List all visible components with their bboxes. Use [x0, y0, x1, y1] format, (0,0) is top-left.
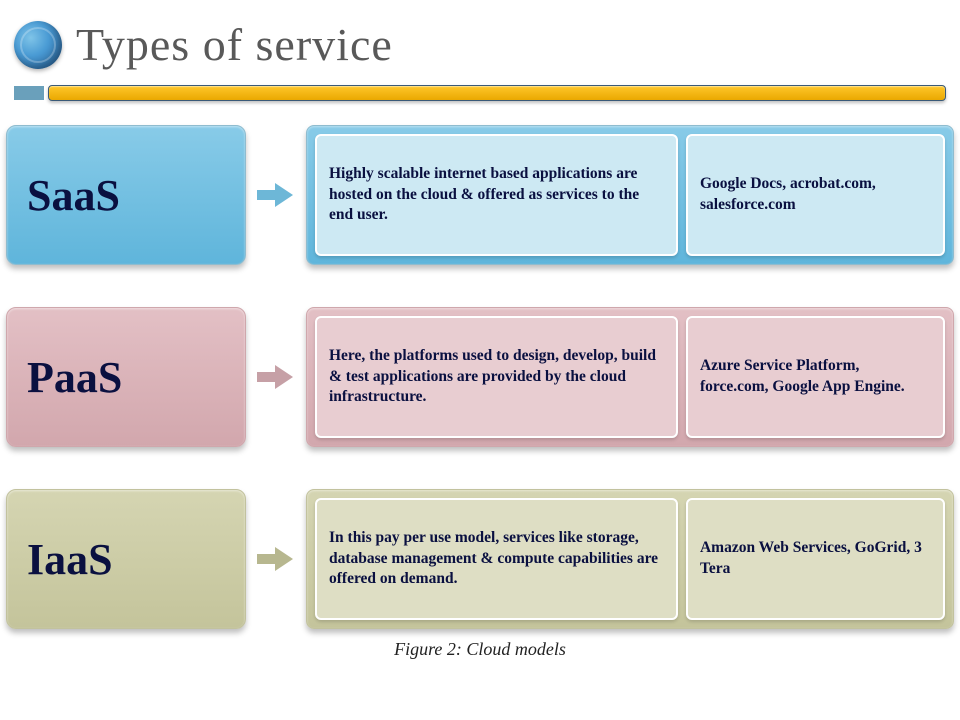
- label-text-paas: PaaS: [27, 352, 122, 403]
- desc-box-saas: Highly scalable internet based applicati…: [306, 125, 954, 265]
- label-text-saas: SaaS: [27, 170, 120, 221]
- arrow-head-icon: [275, 183, 293, 207]
- desc-box-iaas: In this pay per use model, services like…: [306, 489, 954, 629]
- label-text-iaas: IaaS: [27, 534, 113, 585]
- service-row-iaas: IaaS In this pay per use model, services…: [6, 489, 954, 629]
- description-saas: Highly scalable internet based applicati…: [315, 134, 678, 256]
- accent-left-block: [14, 86, 44, 100]
- arrow-shaft-icon: [257, 554, 277, 564]
- slide-header: Types of service: [0, 0, 960, 81]
- label-box-iaas: IaaS: [6, 489, 246, 629]
- accent-gold-bar: [48, 85, 946, 101]
- arrow-shaft-icon: [257, 190, 277, 200]
- arrow-shaft-icon: [257, 372, 277, 382]
- examples-paas: Azure Service Platform, force.com, Googl…: [686, 316, 945, 438]
- desc-box-paas: Here, the platforms used to design, deve…: [306, 307, 954, 447]
- figure-caption: Figure 2: Cloud models: [0, 639, 960, 660]
- arrow-iaas: [246, 489, 306, 629]
- service-row-paas: PaaS Here, the platforms used to design,…: [6, 307, 954, 447]
- accent-bar: [14, 85, 946, 103]
- examples-saas: Google Docs, acrobat.com, salesforce.com: [686, 134, 945, 256]
- service-row-saas: SaaS Highly scalable internet based appl…: [6, 125, 954, 265]
- arrow-head-icon: [275, 365, 293, 389]
- description-paas: Here, the platforms used to design, deve…: [315, 316, 678, 438]
- service-rows: SaaS Highly scalable internet based appl…: [0, 103, 960, 629]
- label-box-paas: PaaS: [6, 307, 246, 447]
- description-iaas: In this pay per use model, services like…: [315, 498, 678, 620]
- examples-iaas: Amazon Web Services, GoGrid, 3 Tera: [686, 498, 945, 620]
- slide-title: Types of service: [76, 18, 393, 71]
- globe-icon: [14, 21, 62, 69]
- label-box-saas: SaaS: [6, 125, 246, 265]
- arrow-saas: [246, 125, 306, 265]
- arrow-head-icon: [275, 547, 293, 571]
- arrow-paas: [246, 307, 306, 447]
